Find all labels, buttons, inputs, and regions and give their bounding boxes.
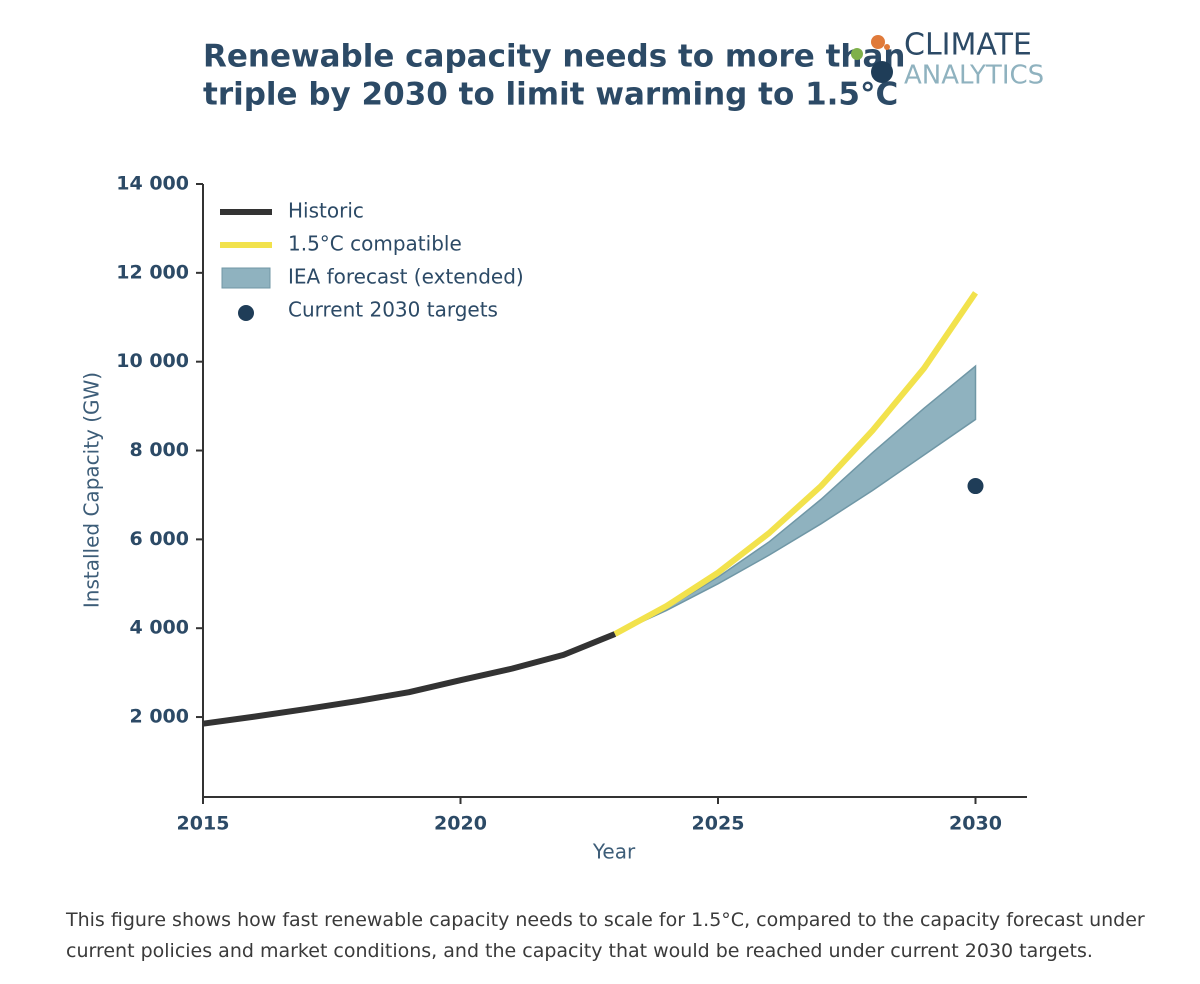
x-tick-label: 2025 (692, 813, 745, 835)
y-tick-label: 12 000 (116, 261, 189, 283)
chart: Renewable capacity needs to more than tr… (80, 28, 1045, 864)
series-line (202, 631, 617, 727)
title-line: Renewable capacity needs to more than (203, 39, 905, 75)
series-line (613, 291, 978, 637)
y-tick-label: 2 000 (130, 706, 190, 728)
y-axis-label: Installed Capacity (GW) (80, 372, 104, 608)
legend-swatch (238, 305, 254, 321)
title-line: triple by 2030 to limit warming to 1.5°C (203, 77, 898, 113)
y-tick-label: 4 000 (130, 617, 190, 639)
logo-text: CLIMATE (904, 28, 1032, 63)
logo-icon (851, 35, 893, 83)
legend-label: 1.5°C compatible (288, 232, 462, 256)
legend-label: Historic (288, 199, 364, 223)
legend-label: Current 2030 targets (288, 298, 498, 322)
forecast-band (614, 364, 977, 635)
x-tick-label: 2020 (434, 813, 487, 835)
x-tick-label: 2030 (949, 813, 1002, 835)
legend-swatch (221, 267, 271, 289)
x-axis-label: Year (592, 840, 636, 864)
y-tick-label: 8 000 (130, 439, 190, 461)
x-tick-label: 2015 (177, 813, 230, 835)
caption: This figure shows how fast renewable cap… (66, 909, 1145, 962)
y-tick-label: 10 000 (116, 350, 189, 372)
legend-label: IEA forecast (extended) (288, 265, 524, 289)
y-tick-label: 14 000 (116, 173, 189, 195)
y-tick-label: 6 000 (130, 528, 190, 550)
logo-text: ANALYTICS (904, 61, 1044, 91)
target-point (967, 478, 984, 495)
